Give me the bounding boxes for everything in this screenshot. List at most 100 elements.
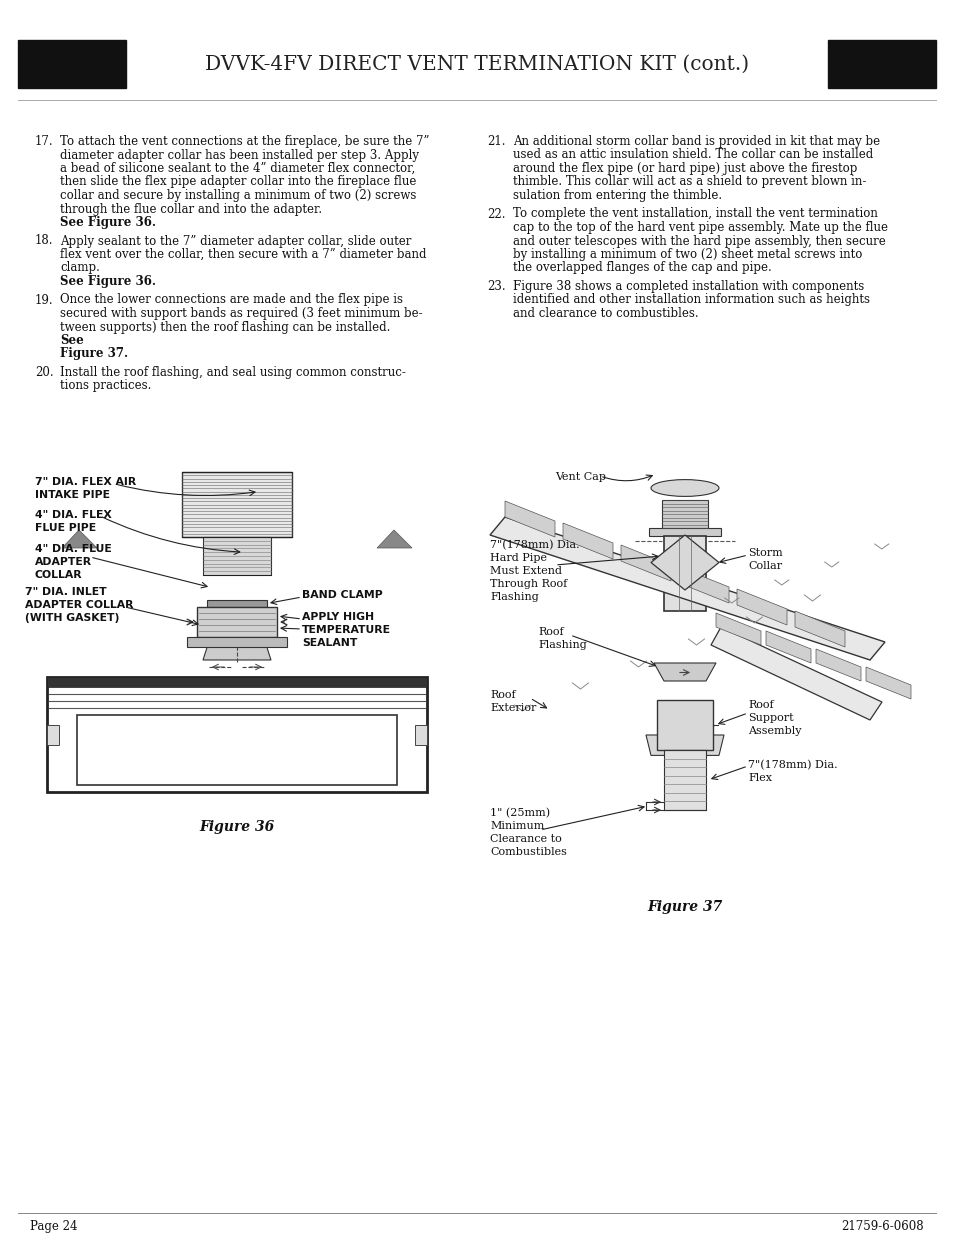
Text: 20.: 20. — [35, 366, 53, 379]
Text: Flex: Flex — [747, 773, 771, 783]
Text: 17.: 17. — [35, 135, 53, 148]
Bar — [77, 715, 396, 785]
Polygon shape — [716, 613, 760, 645]
Bar — [187, 637, 287, 647]
Bar — [661, 500, 707, 529]
Text: See: See — [60, 333, 84, 347]
Text: clamp.: clamp. — [60, 262, 100, 274]
Bar — [657, 700, 712, 750]
Bar — [47, 677, 427, 687]
Bar — [203, 537, 271, 576]
Text: Roof: Roof — [490, 690, 515, 700]
Polygon shape — [737, 589, 786, 625]
Bar — [207, 600, 267, 606]
Text: and clearance to combustibles.: and clearance to combustibles. — [513, 308, 698, 320]
Text: tween supports) then the roof flashing can be installed.: tween supports) then the roof flashing c… — [60, 321, 390, 333]
Text: 23.: 23. — [486, 280, 505, 293]
Text: Storm: Storm — [747, 548, 781, 558]
Text: diameter adapter collar has been installed per step 3. Apply: diameter adapter collar has been install… — [60, 148, 418, 162]
Text: identified and other installation information such as heights: identified and other installation inform… — [513, 294, 869, 306]
Text: thimble. This collar will act as a shield to prevent blown in-: thimble. This collar will act as a shiel… — [513, 175, 865, 189]
Text: See Figure 36.: See Figure 36. — [60, 216, 156, 228]
Text: APPLY HIGH: APPLY HIGH — [302, 613, 374, 622]
Text: Once the lower connections are made and the flex pipe is: Once the lower connections are made and … — [60, 294, 402, 306]
Polygon shape — [815, 650, 861, 680]
Text: An additional storm collar band is provided in kit that may be: An additional storm collar band is provi… — [513, 135, 880, 148]
Text: Roof: Roof — [747, 700, 773, 710]
Text: and outer telescopes with the hard pipe assembly, then secure: and outer telescopes with the hard pipe … — [513, 235, 884, 247]
Polygon shape — [765, 631, 810, 663]
Text: Flashing: Flashing — [537, 640, 586, 650]
Text: BAND CLAMP: BAND CLAMP — [302, 590, 382, 600]
Text: Combustibles: Combustibles — [490, 847, 566, 857]
Text: tions practices.: tions practices. — [60, 379, 152, 393]
Text: (WITH GASKET): (WITH GASKET) — [25, 613, 119, 622]
Polygon shape — [645, 735, 723, 756]
Text: by installing a minimum of two (2) sheet metal screws into: by installing a minimum of two (2) sheet… — [513, 248, 862, 261]
Polygon shape — [504, 501, 555, 537]
Text: Assembly: Assembly — [747, 726, 801, 736]
Text: 7"(178mm) Dia.: 7"(178mm) Dia. — [490, 540, 579, 551]
Text: Collar: Collar — [747, 561, 781, 571]
Bar — [415, 725, 427, 745]
Text: Figure 38 shows a completed installation with components: Figure 38 shows a completed installation… — [513, 280, 863, 293]
Polygon shape — [562, 522, 613, 559]
Polygon shape — [490, 517, 884, 659]
Text: DVVK-4FV DIRECT VENT TERMINATION KIT (cont.): DVVK-4FV DIRECT VENT TERMINATION KIT (co… — [205, 54, 748, 74]
Bar — [182, 472, 292, 537]
Text: SEALANT: SEALANT — [302, 638, 357, 648]
Polygon shape — [620, 545, 670, 580]
Bar — [827, 40, 935, 88]
Text: INTAKE PIPE: INTAKE PIPE — [35, 490, 110, 500]
Text: Through Roof: Through Roof — [490, 579, 567, 589]
Text: ADAPTER COLLAR: ADAPTER COLLAR — [25, 600, 133, 610]
Polygon shape — [654, 663, 716, 680]
Text: Apply sealant to the 7” diameter adapter collar, slide outer: Apply sealant to the 7” diameter adapter… — [60, 235, 411, 247]
Ellipse shape — [650, 479, 719, 496]
Text: used as an attic insulation shield. The collar can be installed: used as an attic insulation shield. The … — [513, 148, 872, 162]
Text: Install the roof flashing, and seal using common construc-: Install the roof flashing, and seal usin… — [60, 366, 405, 379]
Polygon shape — [203, 635, 271, 659]
Text: Must Extend: Must Extend — [490, 566, 561, 576]
Text: secured with support bands as required (3 feet minimum be-: secured with support bands as required (… — [60, 308, 422, 320]
Text: flex vent over the collar, then secure with a 7” diameter band: flex vent over the collar, then secure w… — [60, 248, 426, 261]
Text: Support: Support — [747, 713, 793, 722]
Bar — [663, 750, 705, 810]
Text: Vent Cap: Vent Cap — [555, 472, 605, 482]
Text: Figure 37: Figure 37 — [647, 900, 721, 914]
Text: See Figure 36.: See Figure 36. — [60, 275, 156, 288]
Text: a bead of silicone sealant to the 4” diameter flex connector,: a bead of silicone sealant to the 4” dia… — [60, 162, 415, 175]
Text: around the flex pipe (or hard pipe) just above the firestop: around the flex pipe (or hard pipe) just… — [513, 162, 857, 175]
Text: Minimum: Minimum — [490, 821, 544, 831]
Text: Figure 37.: Figure 37. — [60, 347, 128, 361]
Polygon shape — [679, 567, 728, 603]
Text: Page 24: Page 24 — [30, 1220, 77, 1233]
Text: 4" DIA. FLEX: 4" DIA. FLEX — [35, 510, 112, 520]
Text: Flashing: Flashing — [490, 592, 538, 601]
Polygon shape — [62, 530, 97, 548]
Text: 21.: 21. — [486, 135, 505, 148]
Bar — [47, 677, 427, 792]
Text: 7" DIA. FLEX AIR: 7" DIA. FLEX AIR — [35, 477, 136, 487]
Text: 4" DIA. FLUE: 4" DIA. FLUE — [35, 543, 112, 555]
Polygon shape — [376, 530, 412, 548]
Text: 7" DIA. INLET: 7" DIA. INLET — [25, 587, 107, 597]
Text: through the flue collar and into the adapter.: through the flue collar and into the ada… — [60, 203, 322, 215]
Text: 22.: 22. — [486, 207, 505, 221]
Text: 18.: 18. — [35, 235, 53, 247]
Text: TEMPERATURE: TEMPERATURE — [302, 625, 391, 635]
Text: Hard Pipe: Hard Pipe — [490, 553, 546, 563]
Text: Figure 36: Figure 36 — [199, 820, 274, 834]
Bar — [648, 529, 720, 536]
Bar — [18, 40, 126, 88]
Text: Roof: Roof — [537, 627, 563, 637]
Text: sulation from entering the thimble.: sulation from entering the thimble. — [513, 189, 721, 203]
Bar — [196, 606, 276, 637]
Text: FLUE PIPE: FLUE PIPE — [35, 522, 96, 534]
Polygon shape — [710, 627, 882, 720]
Text: To complete the vent installation, install the vent termination: To complete the vent installation, insta… — [513, 207, 877, 221]
Polygon shape — [650, 535, 719, 590]
Text: then slide the flex pipe adapter collar into the fireplace flue: then slide the flex pipe adapter collar … — [60, 175, 416, 189]
Text: 1" (25mm): 1" (25mm) — [490, 808, 550, 819]
Text: cap to the top of the hard vent pipe assembly. Mate up the flue: cap to the top of the hard vent pipe ass… — [513, 221, 887, 233]
